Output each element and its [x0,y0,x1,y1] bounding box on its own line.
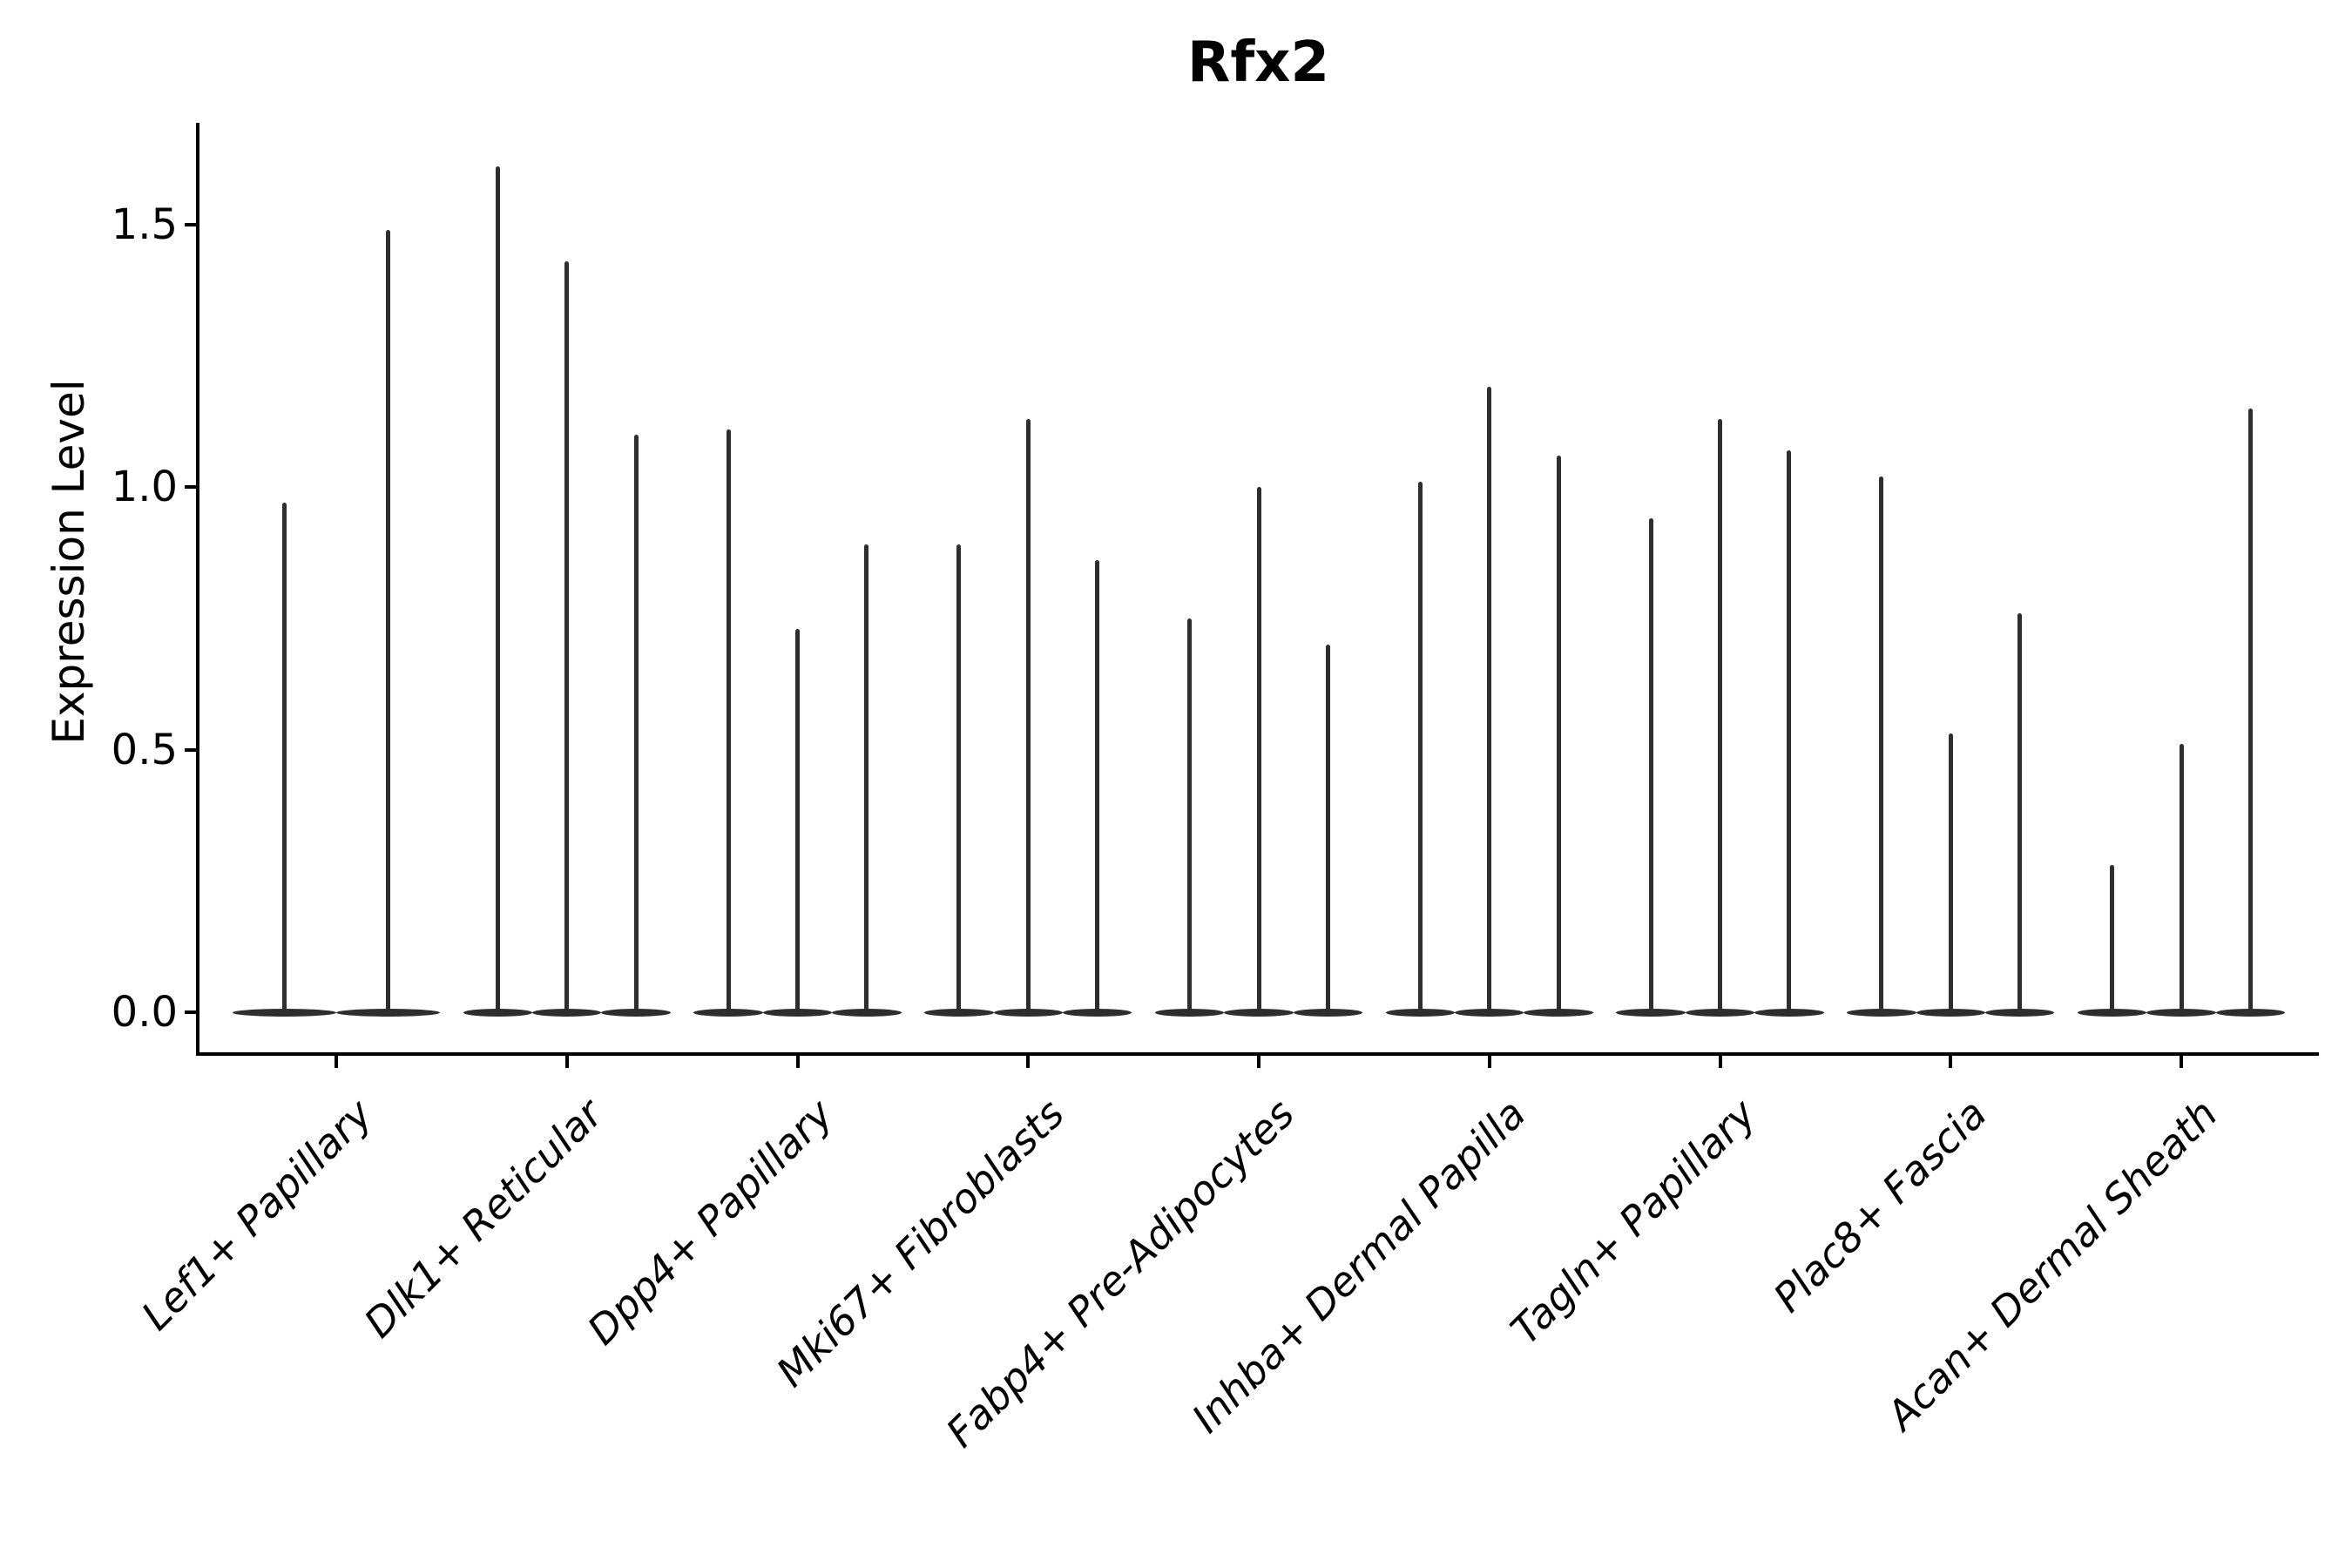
violin-spike [281,503,287,1014]
violin-spike [1787,449,1792,1014]
violin-spike [495,166,500,1014]
violin-spike [1718,418,1722,1014]
x-axis-tick [1257,1054,1260,1068]
violin-spike [633,434,639,1014]
y-tick-label: 0.0 [111,988,178,1037]
violin-spike [2179,744,2184,1014]
x-axis-tick [2180,1054,2183,1068]
violin-spike [1256,487,1261,1014]
violin-spike [2110,865,2115,1014]
x-tick-label: Lef1+ Papillary [132,1090,382,1340]
violin-spike [1879,476,1884,1014]
violin-spike [1025,418,1031,1014]
y-tick-label: 0.5 [111,725,178,774]
x-axis-tick [1487,1054,1491,1068]
y-axis-line [196,123,199,1056]
x-tick-label: Dpp4+ Papillary [578,1090,842,1354]
x-tick-label: Tagln+ Papillary [1501,1090,1765,1354]
violin-spike [2247,408,2253,1014]
x-axis-tick [335,1054,338,1068]
y-axis-tick [185,485,198,489]
x-axis-tick [1949,1054,1953,1068]
violin-spike [726,429,731,1014]
violin-spike [2017,612,2023,1014]
y-tick-label: 1.5 [111,199,178,249]
violin-spike [1417,481,1423,1014]
violin-spike [864,544,869,1014]
violin-spike [1187,618,1193,1014]
violin-spike [386,229,391,1014]
y-axis-tick [185,1010,198,1014]
y-axis-tick [185,222,198,226]
x-tick-label: Dlk1+ Reticular [355,1090,612,1347]
violin-spike [564,260,570,1014]
x-axis-tick [564,1054,569,1068]
y-axis-label: Expression Level [44,379,94,745]
y-tick-label: 1.0 [111,463,178,511]
x-axis-tick [795,1054,800,1068]
violin-spike [1948,733,1953,1014]
violin-spike [956,544,962,1014]
x-tick-label: Plac8+ Fascia [1764,1090,1996,1321]
violin-spike [1095,560,1100,1014]
x-axis-tick [1026,1054,1031,1068]
violin-spike [1648,518,1653,1014]
x-axis-tick [1718,1054,1722,1068]
violin-spike [1556,455,1561,1014]
y-axis-tick [185,747,198,752]
violin-spike [1487,387,1492,1014]
violin-spike [795,628,800,1014]
chart-title: Rfx2 [1187,30,1329,95]
violin-spike [1325,644,1330,1014]
